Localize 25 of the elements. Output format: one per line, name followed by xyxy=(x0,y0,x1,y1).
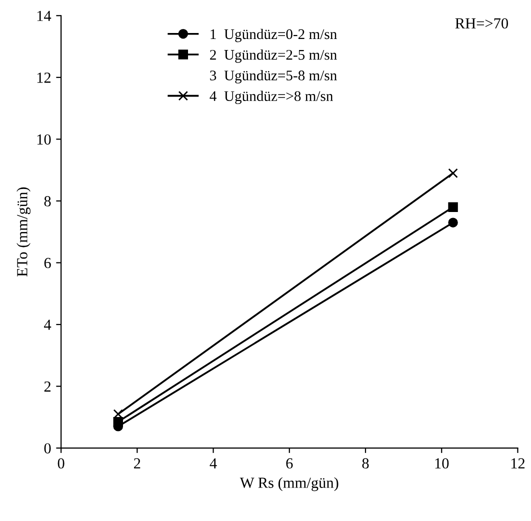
x-axis-title: W Rs (mm/gün) xyxy=(240,477,338,492)
x-tick-label: 0 xyxy=(58,458,64,469)
x-tick-label: 8 xyxy=(362,458,369,469)
y-tick-label: 2 xyxy=(44,381,50,392)
y-tick-label: 14 xyxy=(37,10,52,21)
legend-label: 4 Ugündüz=>8 m/sn xyxy=(210,90,333,104)
x-tick-label: 12 xyxy=(511,458,525,468)
y-tick-label: 0 xyxy=(44,443,51,454)
point xyxy=(448,218,458,228)
y-tick-label: 8 xyxy=(44,196,51,206)
x-tick-label: 6 xyxy=(286,458,293,469)
y-tick-label: 6 xyxy=(44,258,51,268)
y-tick-label: 12 xyxy=(37,72,50,83)
legend-label: 1 Ugündüz=0-2 m/sn xyxy=(210,28,337,42)
x-tick-label: 4 xyxy=(210,458,217,468)
y-tick-label: 10 xyxy=(37,134,51,145)
x-tick-label: 2 xyxy=(134,458,140,468)
x-tick-label: 10 xyxy=(435,458,449,469)
y-tick-label: 4 xyxy=(44,320,52,330)
y-axis-title: ETo (mm/gün) xyxy=(16,187,31,276)
point xyxy=(448,168,458,178)
annotation: RH=>70 xyxy=(455,18,508,29)
legend-label: 2 Ugündüz=2-5 m/sn xyxy=(210,49,337,63)
point xyxy=(448,202,458,212)
legend-label: 3 Ugündüz=5-8 m/sn xyxy=(210,70,337,84)
